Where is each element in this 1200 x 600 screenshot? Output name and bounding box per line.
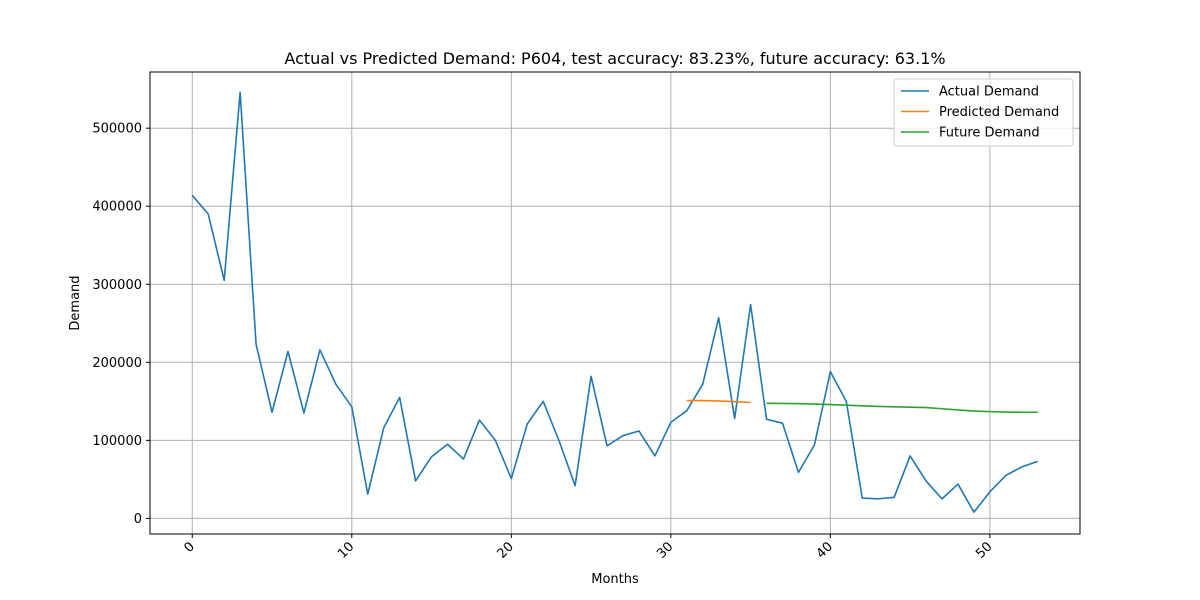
grid — [150, 72, 1080, 534]
x-axis-label: Months — [591, 572, 639, 587]
legend-entry-future-demand: Future Demand — [939, 126, 1040, 141]
y-tick-label: 200000 — [92, 356, 142, 371]
y-tick-label: 300000 — [92, 278, 142, 293]
y-tick-label: 500000 — [92, 122, 142, 137]
series-line-predicted-demand — [686, 399, 751, 404]
y-tick-label: 100000 — [92, 434, 142, 449]
legend-box — [893, 78, 1074, 147]
y-axis-label: Demand — [68, 275, 83, 330]
y-tick-label: 400000 — [92, 200, 142, 215]
series-line-actual-demand — [191, 91, 1038, 513]
y-tick-label: 0 — [134, 512, 142, 527]
series-line-future-demand — [766, 402, 1038, 414]
plot-frame — [149, 71, 1081, 535]
series-group — [191, 91, 1038, 513]
chart-title: Actual vs Predicted Demand: P604, test a… — [284, 49, 945, 68]
legend-entry-actual-demand: Actual Demand — [939, 85, 1039, 100]
legend: Actual Demand Predicted Demand Future Dema… — [893, 78, 1074, 147]
legend-entry-predicted-demand: Predicted Demand — [939, 105, 1059, 120]
